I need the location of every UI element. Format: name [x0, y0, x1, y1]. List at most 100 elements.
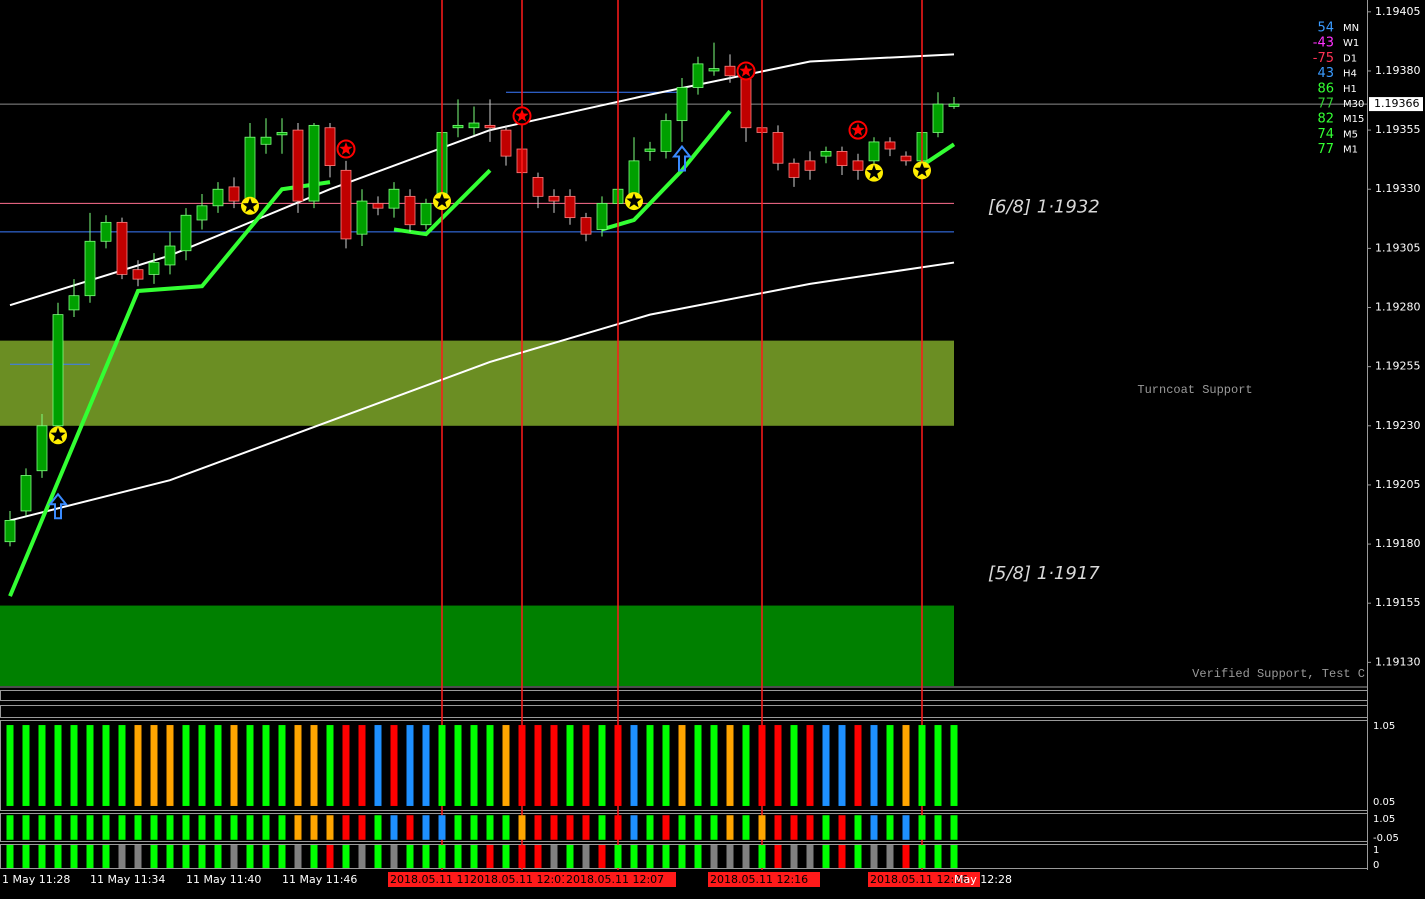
state-bar: [598, 815, 606, 840]
zone-label: Turncoat Support: [1137, 383, 1252, 397]
price-tag: [1369, 97, 1423, 112]
x-tick-label: 1 May 11:28: [2, 873, 70, 886]
state-bar: [822, 815, 830, 840]
signal-star: [866, 164, 882, 180]
y-tick-label: 1.19330: [1375, 182, 1421, 195]
candle-body: [772, 132, 784, 164]
state-bar: [902, 845, 910, 868]
candle-body: [628, 160, 640, 197]
candle-body: [324, 127, 336, 166]
state-bar: [54, 725, 62, 806]
candle-body: [356, 200, 368, 235]
state-bar: [582, 725, 590, 806]
strength-timeframe: W1: [1343, 38, 1359, 49]
state-bar: [118, 725, 126, 806]
candle-body: [644, 148, 656, 152]
state-bar: [806, 815, 814, 840]
candle-body: [372, 203, 384, 209]
state-bar: [470, 725, 478, 806]
state-bar: [502, 815, 510, 840]
state-bar: [198, 725, 206, 806]
panel-tick-label: 0.05: [1373, 797, 1395, 808]
candle-body: [788, 162, 800, 178]
state-bar: [294, 815, 302, 840]
strength-timeframe: H4: [1343, 69, 1357, 80]
candle-body: [148, 262, 160, 275]
candle-body: [724, 65, 736, 77]
state-bar: [182, 815, 190, 840]
state-bar: [518, 845, 526, 868]
panel-tick-label: 1.05: [1373, 814, 1395, 825]
candle-body: [36, 425, 48, 472]
state-bar: [534, 815, 542, 840]
candle-body: [244, 136, 256, 202]
y-tick-label: 1.19180: [1375, 537, 1421, 550]
signal-star: [851, 123, 865, 136]
state-bar: [6, 725, 14, 806]
panel-tick-label: 1: [1373, 845, 1379, 856]
state-bar: [614, 725, 622, 806]
state-bar: [838, 725, 846, 806]
state-bar: [118, 815, 126, 840]
state-bar: [22, 845, 30, 868]
state-bar: [54, 845, 62, 868]
state-bar: [582, 815, 590, 840]
candle-body: [708, 68, 720, 72]
state-bar: [310, 725, 318, 806]
candle-body: [68, 295, 80, 311]
candle-body: [340, 169, 352, 240]
candle-body: [260, 136, 272, 145]
candle-body: [404, 195, 416, 226]
state-bar: [790, 725, 798, 806]
state-bar: [694, 815, 702, 840]
x-tick-label: May 12:28: [954, 873, 1012, 886]
x-tick-label: 2018.05.11 12:01: [470, 873, 568, 886]
state-bar: [374, 845, 382, 868]
state-bar: [214, 845, 222, 868]
state-bar: [38, 725, 46, 806]
signal-star: [626, 193, 642, 208]
state-bar: [630, 725, 638, 806]
state-bar: [790, 845, 798, 868]
candle-body: [804, 160, 816, 171]
state-bar: [710, 845, 718, 868]
strength-timeframe: M1: [1343, 145, 1358, 156]
candle-body: [100, 221, 112, 242]
state-bar: [710, 815, 718, 840]
state-bar: [390, 815, 398, 840]
candle-body: [884, 141, 896, 150]
state-bar: [118, 845, 126, 868]
buy-signal: [433, 192, 451, 211]
strength-value: -43: [1313, 36, 1334, 51]
state-bar: [278, 815, 286, 840]
candle-body: [580, 217, 592, 235]
state-bar: [726, 845, 734, 868]
state-bar: [918, 845, 926, 868]
state-bar: [326, 815, 334, 840]
state-bar: [950, 725, 958, 806]
state-bar: [198, 815, 206, 840]
state-bar: [390, 845, 398, 868]
candle-body: [116, 221, 128, 275]
strength-value: 86: [1317, 81, 1334, 96]
state-bar: [614, 845, 622, 868]
state-bar: [358, 815, 366, 840]
signal-star: [434, 193, 450, 208]
state-bar: [806, 725, 814, 806]
state-bar: [646, 725, 654, 806]
state-bar: [246, 725, 254, 806]
strength-timeframe: MN: [1343, 23, 1359, 34]
state-bar: [470, 845, 478, 868]
state-bar: [102, 815, 110, 840]
state-bar: [902, 815, 910, 840]
candle-body: [132, 269, 144, 280]
strength-timeframe: M15: [1343, 114, 1364, 125]
candle-body: [180, 214, 192, 252]
signal-star: [339, 142, 353, 155]
signal-star: [50, 427, 66, 442]
state-bar: [486, 845, 494, 868]
strength-value: 43: [1317, 66, 1334, 81]
state-bar: [758, 845, 766, 868]
